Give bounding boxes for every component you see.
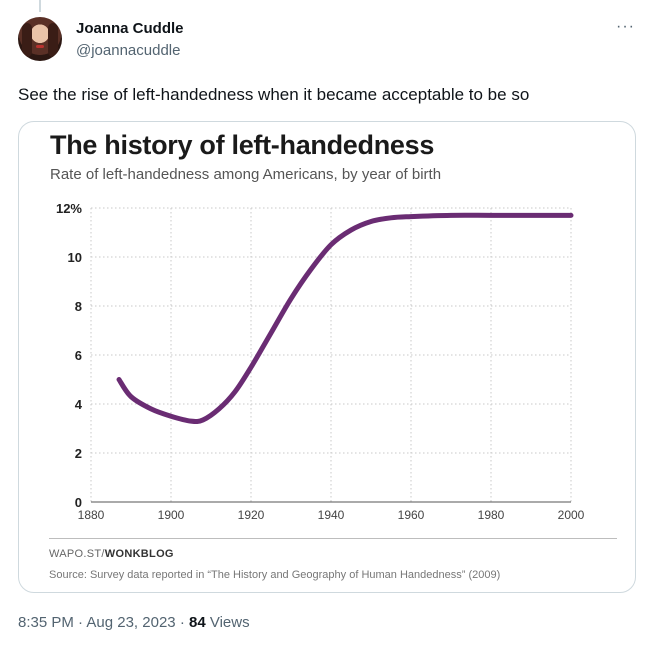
y-tick-label: 8 <box>75 299 82 314</box>
y-tick-label: 6 <box>75 348 82 363</box>
separator: · <box>78 614 84 631</box>
y-tick-label: 4 <box>75 397 83 412</box>
x-tick-label: 1900 <box>158 508 185 522</box>
y-tick-label: 12% <box>56 201 82 216</box>
thread-connector-line <box>39 0 41 12</box>
x-tick-label: 1980 <box>478 508 505 522</box>
tweet-timestamp: 8:35 PM · Aug 23, 2023 · 84 Views <box>18 614 250 631</box>
chart-title: The history of left-handedness <box>50 130 435 160</box>
chart-source: Source: Survey data reported in “The His… <box>49 569 501 581</box>
media-card[interactable]: 0 2 4 6 8 10 12% 1880 1900 1920 1940 1960 1980 2000 T… <box>18 121 636 593</box>
chart: 0 2 4 6 8 10 12% 1880 1900 1920 1940 1960 1980 2000 <box>56 201 585 522</box>
user-handle[interactable]: @joannacuddle <box>76 42 181 59</box>
series-line <box>116 212 574 425</box>
y-tick-label: 2 <box>75 446 82 461</box>
tweet-time[interactable]: 8:35 PM <box>18 614 74 631</box>
views-count: 84 <box>188 614 206 631</box>
chart-footer-divider <box>49 538 617 539</box>
x-tick-label: 1880 <box>78 508 105 522</box>
y-tick-label: 10 <box>68 250 82 265</box>
y-tick-label: 0 <box>75 495 82 510</box>
tweet-text: See the rise of left-handedness when it … <box>18 85 530 104</box>
credit-bold: WONKBLOG <box>104 548 174 560</box>
avatar-hair-right <box>48 23 58 57</box>
more-options-icon[interactable]: ··· <box>616 18 635 35</box>
credit-prefix: WAPO.ST/ <box>49 548 105 560</box>
separator: · <box>179 614 185 631</box>
views-label: Views <box>209 614 250 631</box>
display-name[interactable]: Joanna Cuddle <box>76 20 184 37</box>
x-tick-label: 1940 <box>318 508 345 522</box>
chart-credit: WAPO.ST/WONKBLOG <box>49 548 174 560</box>
x-tick-label: 1920 <box>238 508 265 522</box>
tweet-date[interactable]: Aug 23, 2023 <box>86 614 176 631</box>
avatar-hair-left <box>22 23 32 57</box>
avatar-mouth <box>36 45 44 48</box>
chart-subtitle: Rate of left-handedness among Americans,… <box>50 166 442 183</box>
x-tick-label: 1960 <box>398 508 425 522</box>
x-tick-label: 2000 <box>558 508 585 522</box>
avatar[interactable] <box>18 17 62 61</box>
